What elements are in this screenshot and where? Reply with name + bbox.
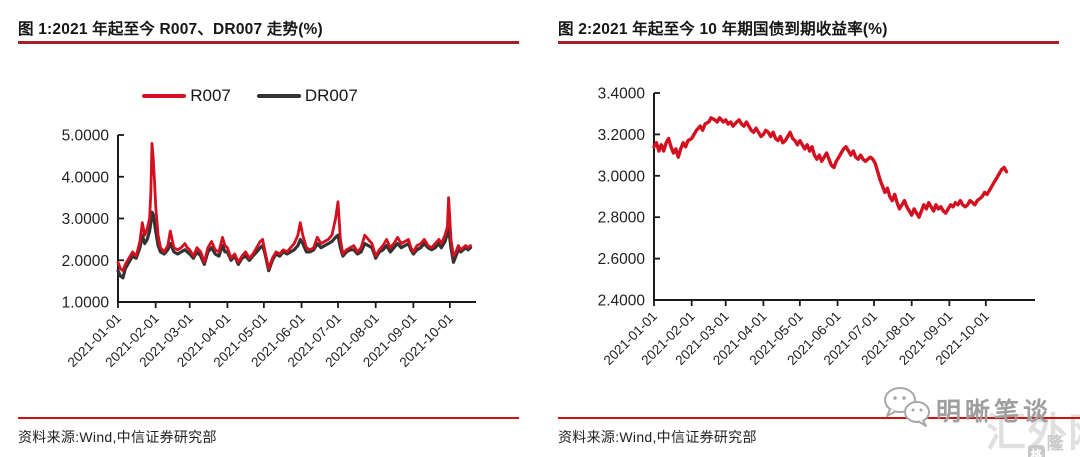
figure-1-title: 图 1:2021 年起至今 R007、DR007 走势(%)	[18, 21, 323, 38]
figure-2-title: 图 2:2021 年起至今 10 年期国债到期收益率(%)	[558, 21, 888, 38]
series-line-R007	[116, 142, 472, 273]
figure-1-source: 资料来源:Wind,中信证券研究部	[18, 429, 217, 445]
figure-2-line-chart: 3.40003.20003.00002.80002.60002.40002021…	[598, 86, 1035, 368]
figure-1-line-chart: 5.00004.00003.00002.00001.00002021-01-01…	[62, 128, 476, 370]
y-tick-label: 3.4000	[598, 86, 646, 103]
legend-item-r007: R007	[142, 86, 231, 106]
y-tick-label: 1.0000	[62, 295, 110, 312]
y-tick-label: 2.4000	[598, 293, 646, 310]
figure-1-source-rule	[18, 417, 519, 419]
legend-label-dr007: DR007	[304, 86, 358, 105]
y-tick-label: 2.0000	[62, 253, 110, 270]
gelonghui-logo-icon: 格	[1028, 445, 1045, 457]
legend-line-swatch-dr007	[256, 93, 301, 99]
gelonghui-logo-text: 隆汇	[1046, 434, 1065, 453]
figure-1-legend: R007 DR007	[0, 84, 540, 108]
figure-2-source: 资料来源:Wind,中信证券研究部	[558, 429, 757, 445]
figure-2-source-rule	[558, 417, 1080, 419]
y-tick-label: 3.0000	[598, 168, 646, 185]
y-tick-label: 4.0000	[62, 169, 110, 186]
gelonghui-logo: 格 隆汇	[1028, 429, 1080, 457]
figure-1-title-rule	[18, 41, 519, 44]
series-line-10年期国债到期收益率	[652, 116, 1009, 219]
wechat-icon	[884, 387, 930, 427]
figure-1-panel: 图 1:2021 年起至今 R007、DR007 走势(%) R007 DR00…	[0, 21, 540, 445]
figure-2-title-rule	[558, 41, 1059, 44]
y-tick-label: 2.6000	[598, 251, 646, 268]
figure-2-panel: 图 2:2021 年起至今 10 年期国债到期收益率(%) 3.4000 3.20…	[540, 0, 1080, 457]
legend-label-r007: R007	[190, 86, 231, 105]
watermark-wechat-account: 明晰笔谈	[936, 398, 1053, 426]
y-tick-label: 2.8000	[598, 210, 646, 227]
legend-line-swatch-r007	[142, 93, 187, 99]
y-tick-label: 3.2000	[598, 127, 646, 144]
y-tick-label: 3.0000	[62, 211, 110, 228]
legend-item-dr007: DR007	[256, 86, 358, 106]
y-tick-label: 5.0000	[62, 128, 110, 145]
